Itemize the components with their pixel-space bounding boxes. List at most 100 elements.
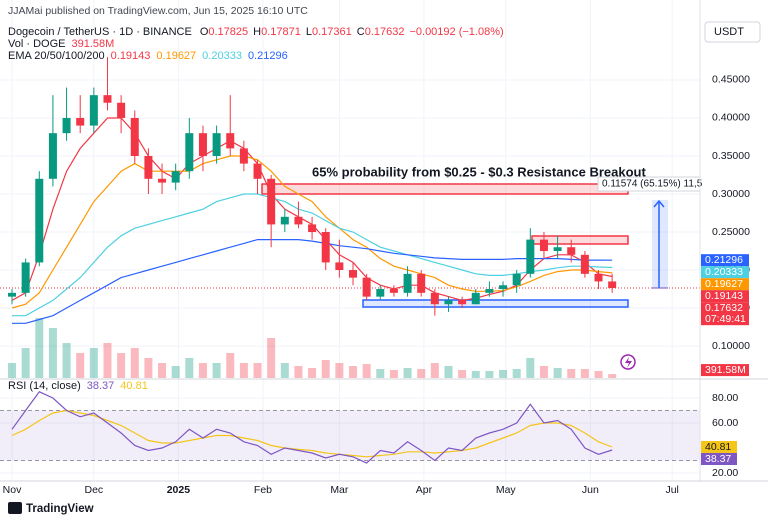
candle-body (553, 247, 562, 252)
rsi-tick-label: 80.00 (712, 392, 738, 404)
candle-body (444, 300, 453, 305)
volume-bar (308, 368, 317, 378)
x-tick-label: Mar (330, 484, 349, 496)
currency-button[interactable] (704, 21, 761, 43)
candle-body (144, 155, 153, 179)
volume-bar (567, 369, 576, 378)
volume-bar (580, 369, 589, 378)
volume-bar (198, 363, 207, 378)
rsi-badge-label: 38.37 (705, 453, 731, 465)
price-badge-label: 0.20333 (705, 266, 743, 278)
candle-body (389, 289, 398, 293)
candle-body (212, 133, 221, 156)
volume-bar (594, 371, 603, 378)
candle-body (430, 292, 439, 305)
ohlc-label: H (253, 26, 261, 38)
legend-volume-line: Vol · DOGE 391.58M (8, 38, 114, 50)
candle-body (62, 117, 71, 134)
candle-body (48, 133, 57, 179)
measure-box (652, 200, 668, 288)
volume-bar (130, 348, 139, 378)
candle-body (253, 163, 262, 179)
volume-bar (8, 363, 17, 378)
y-tick-label: 0.25000 (712, 226, 750, 238)
volume-bar (171, 366, 180, 378)
legend-title: Dogecoin / TetherUS · 1D · BINANCE (8, 26, 192, 38)
volume-bar (335, 363, 344, 378)
candle-body (76, 117, 85, 126)
volume-bar (76, 353, 85, 378)
resistance-zone (261, 183, 629, 195)
volume-bar (48, 328, 57, 378)
publisher: JJAMai published on TradingView.com, Jun… (8, 5, 308, 17)
x-tick-label: 2025 (167, 484, 191, 496)
volume-bar (267, 338, 276, 378)
candle-body (198, 133, 207, 156)
candle-body (103, 95, 112, 103)
y-tick-label: 0.35000 (712, 150, 750, 162)
rsi-line (11, 391, 613, 464)
candle-body (608, 281, 617, 289)
volume-bar (253, 363, 262, 378)
candle-body (130, 117, 139, 156)
rsi-legend-ma: 40.81 (120, 380, 148, 392)
rsi-badge (701, 440, 737, 453)
volume-bar (144, 358, 153, 378)
ohlc-value: 0.17825 (208, 26, 248, 38)
candle-body (280, 216, 289, 225)
candle-body (267, 178, 276, 225)
volume-bar (226, 353, 235, 378)
candle-body (417, 273, 426, 293)
rsi-tick-label: 20.00 (712, 467, 738, 479)
countdown-badge (701, 313, 749, 326)
rsi-ma-line (11, 409, 613, 458)
volume-bar (89, 348, 98, 378)
candle-body (321, 232, 330, 263)
volume-bar (280, 363, 289, 378)
candle-body (308, 224, 317, 233)
volume-bar (403, 368, 412, 378)
rsi-legend-value: 38.37 (87, 380, 115, 392)
x-tick-label: May (496, 484, 517, 496)
x-tick-label: Jun (582, 484, 599, 496)
ema-legend-value: 0.20333 (202, 50, 242, 62)
candle-body (526, 239, 535, 274)
event-bolt (625, 357, 632, 368)
volume-legend-value: 391.58M (71, 38, 114, 50)
volume-bar (499, 370, 508, 378)
volume-bar (35, 318, 44, 378)
volume-badge (701, 364, 749, 377)
candle-body (171, 171, 180, 183)
measure-label: 0.11574 (65.15%) 11,5 (602, 179, 703, 190)
y-tick-label: 0.40000 (712, 112, 750, 124)
candle-body (539, 239, 548, 252)
ema-line (12, 193, 613, 317)
ema-legend-value: 0.19143 (111, 50, 151, 62)
volume-bar (362, 364, 371, 378)
price-badge (701, 254, 749, 267)
candle-body (471, 292, 480, 305)
volume-bar (185, 358, 194, 378)
ohlc-value: 0.17632 (365, 26, 405, 38)
candle-body (376, 289, 385, 297)
candle-body (21, 262, 30, 293)
price-badge (701, 266, 749, 279)
price-badge-label: 0.21296 (705, 254, 743, 266)
volume-bar (294, 366, 303, 378)
rsi-band (0, 410, 700, 461)
currency: USDT (714, 26, 744, 38)
candle-body (403, 273, 412, 293)
ohlc-label: L (306, 26, 312, 38)
x-tick-label: Jul (665, 484, 678, 496)
volume-bar (512, 369, 521, 378)
x-tick-label: Feb (254, 484, 272, 496)
x-tick-label: Nov (3, 484, 22, 496)
volume-bar (158, 363, 167, 378)
y-tick-label: 0.10000 (712, 340, 750, 352)
volume-bar (458, 370, 467, 378)
support-box (362, 299, 629, 308)
volume-bar (349, 366, 358, 378)
legend-rsi-line: RSI (14, close) 38.37 40.81 (8, 380, 148, 392)
price-badge (701, 278, 749, 291)
ohlc-label: C (357, 26, 365, 38)
